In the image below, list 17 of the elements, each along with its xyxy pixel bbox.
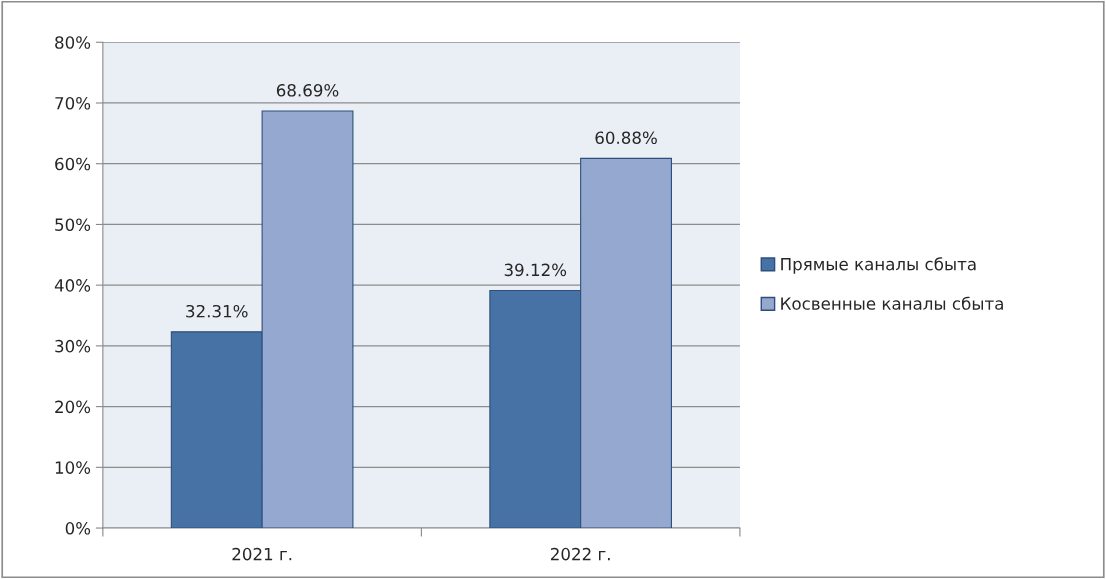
y-tick-label: 70% — [55, 96, 91, 110]
y-tick-label: 10% — [55, 461, 91, 474]
data-label: 32.31% — [186, 304, 248, 318]
data-label: 68.69% — [276, 84, 339, 97]
y-tick-label: 0% — [65, 522, 91, 535]
y-tick-label: 30% — [55, 339, 91, 353]
y-tick-label: 50% — [55, 218, 91, 231]
y-tick-label: 60% — [55, 157, 91, 171]
data-label: 39.12% — [504, 263, 567, 277]
x-tick-label: 2022 г. — [550, 547, 610, 561]
y-tick-label: 40% — [54, 279, 91, 292]
y-tick-label: 20% — [55, 400, 91, 414]
legend-label: Прямые каналы сбыта — [781, 257, 976, 274]
y-tick-label: 80% — [55, 36, 91, 49]
data-label: 60.88% — [595, 131, 657, 145]
x-tick-label: 2021 г. — [232, 547, 292, 561]
legend-label: Косвенные каналы сбыта — [781, 296, 1003, 310]
